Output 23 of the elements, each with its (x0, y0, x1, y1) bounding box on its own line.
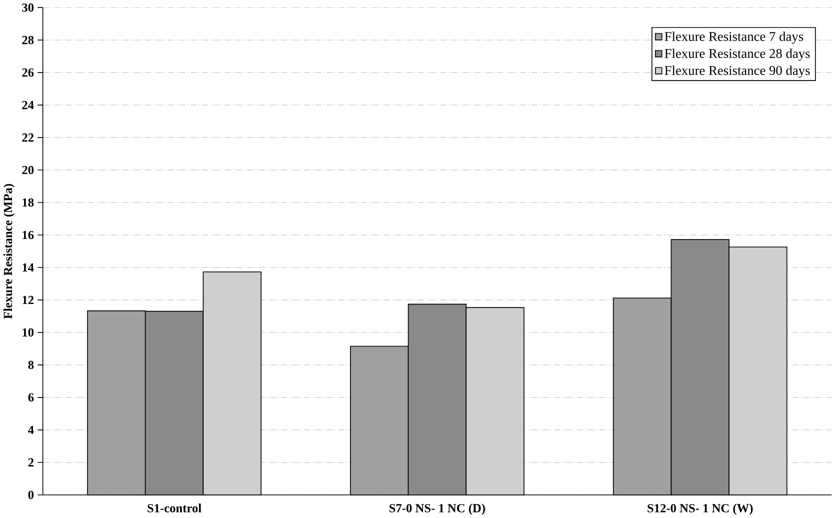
y-tick-label: 10 (22, 328, 34, 336)
y-tick-label: 16 (22, 230, 34, 239)
legend-label: Flexure Resistance 90 days (664, 65, 810, 78)
y-tick-label: 22 (22, 133, 34, 142)
y-tick-label: 26 (22, 68, 34, 77)
y-tick-label: 24 (22, 100, 34, 109)
y-tick-label: 6 (28, 393, 34, 402)
x-tick-label: S7-0 NS- 1 NC (D) (390, 504, 485, 515)
x-tick-label: S1-control (148, 504, 202, 512)
y-tick-label: 12 (22, 296, 34, 304)
y-tick-label: 14 (22, 263, 34, 272)
y-tick-label: 18 (22, 198, 34, 207)
y-tick-label: 0 (28, 490, 34, 499)
y-tick-label: 20 (22, 166, 34, 174)
x-tick-label: S12-0 NS- 1 NC (W) (648, 504, 753, 515)
y-tick-label: 4 (28, 426, 34, 434)
y-tick-label: 28 (22, 36, 34, 44)
y-axis-title: Flexure Resistance (MPa) (3, 184, 15, 319)
y-tick-label: 30 (22, 3, 34, 12)
legend-label: Flexure Resistance 7 days (664, 31, 804, 44)
y-tick-label: 8 (28, 360, 34, 369)
y-tick-label: 2 (28, 458, 34, 466)
legend-label: Flexure Resistance 28 days (664, 48, 810, 61)
